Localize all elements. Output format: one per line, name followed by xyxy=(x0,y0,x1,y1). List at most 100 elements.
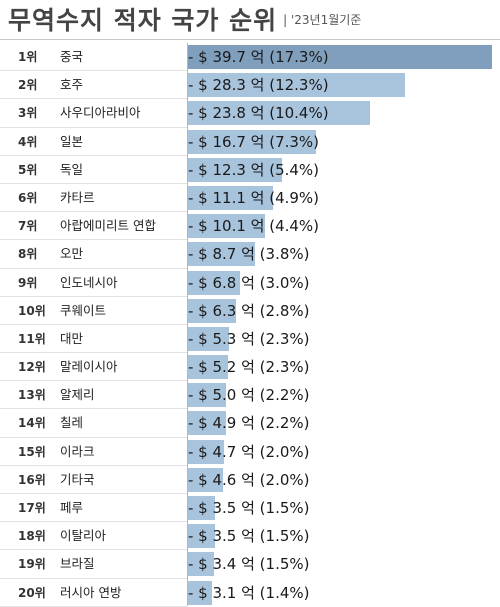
row-divider xyxy=(0,323,187,325)
rank-label: 10위 xyxy=(18,303,46,318)
deficit-bar xyxy=(188,326,229,351)
country-label: 호주 xyxy=(60,77,84,93)
rank-label: 13위 xyxy=(18,388,46,403)
rank-label: 12위 xyxy=(18,360,46,375)
rank-label: 8위 xyxy=(18,247,38,262)
bar-row: 7위 아랍에미리트 연합 - $ 10.1 억 (4.4%) xyxy=(0,212,500,241)
bar-row: 16위 기타국 - $ 4.6 억 (2.0%) xyxy=(0,466,500,494)
bar-row: 8위 오만 - $ 8.7 억 (3.8%) xyxy=(0,240,500,269)
value-label: - $ 28.3 억 (12.3%) xyxy=(188,76,329,95)
row-divider xyxy=(0,436,187,438)
rank-label: 16위 xyxy=(18,472,46,487)
value-label: - $ 5.0 억 (2.2%) xyxy=(188,386,310,405)
value-label: - $ 3.5 억 (1.5%) xyxy=(188,527,310,546)
bar-row: 20위 러시아 연방 - $ 3.1 억 (1.4%) xyxy=(0,579,500,607)
value-label: - $ 11.1 억 (4.9%) xyxy=(188,188,320,207)
value-label: - $ 39.7 억 (17.3%) xyxy=(188,48,329,66)
rank-label: 20위 xyxy=(18,585,46,600)
deficit-bar xyxy=(188,73,405,98)
deficit-bar xyxy=(188,157,282,182)
deficit-bar xyxy=(188,524,215,549)
value-label: - $ 16.7 억 (7.3%) xyxy=(188,132,320,151)
bar-row: 10위 쿠웨이트 - $ 6.3 억 (2.8%) xyxy=(0,297,500,325)
rank-label: 3위 xyxy=(18,106,38,121)
country-label: 일본 xyxy=(60,133,84,149)
rank-label: 7위 xyxy=(18,219,38,234)
value-label: - $ 8.7 억 (3.8%) xyxy=(188,245,310,264)
bar-row: 2위 호주 - $ 28.3 억 (12.3%) xyxy=(0,71,500,100)
country-label: 독일 xyxy=(60,161,84,177)
country-label: 브라질 xyxy=(60,556,95,572)
value-label: - $ 10.1 억 (4.4%) xyxy=(188,217,320,236)
rank-label: 18위 xyxy=(18,529,46,544)
country-label: 말레이시아 xyxy=(60,359,118,375)
deficit-bar xyxy=(188,185,273,210)
bar-chart-rows: 1위 중국 - $ 39.7 억 (17.3%) 2위 호주 - $ 28.3 억 (12… xyxy=(0,43,500,607)
deficit-bar xyxy=(188,355,228,380)
deficit-bar xyxy=(188,580,212,605)
chart-title: 무역수지 적자 국가 순위 xyxy=(8,6,278,35)
country-label: 사우디아라비아 xyxy=(60,105,141,121)
row-divider xyxy=(0,352,187,354)
bar-axis-line xyxy=(187,43,188,606)
bar-row: 13위 알제리 - $ 5.0 억 (2.2%) xyxy=(0,381,500,410)
deficit-bar xyxy=(188,214,265,239)
bar-row: 6위 카타르 - $ 11.1 억 (4.9%) xyxy=(0,184,500,213)
bar-row: 17위 페루 - $ 3.5 억 (1.5%) xyxy=(0,494,500,523)
country-label: 카타르 xyxy=(60,189,95,205)
bar-row: 19위 브라질 - $ 3.4 억 (1.5%) xyxy=(0,550,500,579)
country-label: 칠레 xyxy=(60,415,84,431)
row-divider xyxy=(0,380,187,382)
country-label: 이탈리아 xyxy=(60,528,107,544)
deficit-bar xyxy=(188,552,214,577)
deficit-bar xyxy=(188,467,223,492)
rank-label: 1위 xyxy=(18,50,38,64)
rank-label: 11위 xyxy=(18,331,46,346)
row-divider xyxy=(0,211,187,213)
value-label: - $ 3.4 억 (1.5%) xyxy=(188,555,310,574)
bar-row: 14위 칠레 - $ 4.9 억 (2.2%) xyxy=(0,409,500,438)
row-divider xyxy=(0,295,187,297)
chart-subtitle: | '23년1월기준 xyxy=(283,12,362,27)
row-divider xyxy=(0,126,187,128)
row-divider xyxy=(0,182,187,184)
country-label: 아랍에미리트 연합 xyxy=(60,218,156,234)
rank-label: 2위 xyxy=(18,78,38,93)
row-divider xyxy=(0,267,187,269)
row-divider xyxy=(0,464,187,466)
value-label: - $ 12.3 억 (5.4%) xyxy=(188,160,320,179)
row-divider xyxy=(0,98,187,100)
value-label: - $ 3.1 억 (1.4%) xyxy=(188,583,310,602)
value-label: - $ 5.3 억 (2.3%) xyxy=(188,329,310,348)
rank-label: 9위 xyxy=(18,275,38,290)
value-label: - $ 3.5 억 (1.5%) xyxy=(188,499,310,517)
country-label: 중국 xyxy=(60,49,84,64)
rank-label: 19위 xyxy=(18,557,46,572)
value-label: - $ 4.7 억 (2.0%) xyxy=(188,442,310,461)
bar-row: 3위 사우디아라비아 - $ 23.8 억 (10.4%) xyxy=(0,99,500,128)
row-divider xyxy=(0,521,187,523)
country-label: 인도네시아 xyxy=(60,274,118,290)
row-divider xyxy=(0,549,187,551)
value-label: - $ 4.9 억 (2.2%) xyxy=(188,414,310,433)
deficit-bar xyxy=(188,298,236,323)
country-label: 쿠웨이트 xyxy=(60,302,107,318)
value-label: - $ 6.8 억 (3.0%) xyxy=(188,273,310,292)
rank-label: 6위 xyxy=(18,190,38,205)
row-divider xyxy=(0,70,187,72)
row-divider xyxy=(0,408,187,410)
deficit-bar xyxy=(188,496,215,520)
value-label: - $ 6.3 억 (2.8%) xyxy=(188,301,310,320)
country-label: 기타국 xyxy=(60,471,95,487)
country-label: 페루 xyxy=(60,500,84,515)
rank-label: 17위 xyxy=(18,501,46,515)
country-label: 알제리 xyxy=(60,387,95,403)
rank-label: 15위 xyxy=(18,444,46,459)
row-divider xyxy=(0,239,187,241)
deficit-bar xyxy=(188,439,224,464)
bar-row: 12위 말레이시아 - $ 5.2 억 (2.3%) xyxy=(0,353,500,382)
rank-label: 14위 xyxy=(18,416,46,431)
row-divider xyxy=(0,605,187,607)
value-label: - $ 23.8 억 (10.4%) xyxy=(188,104,329,123)
row-divider xyxy=(0,493,187,494)
